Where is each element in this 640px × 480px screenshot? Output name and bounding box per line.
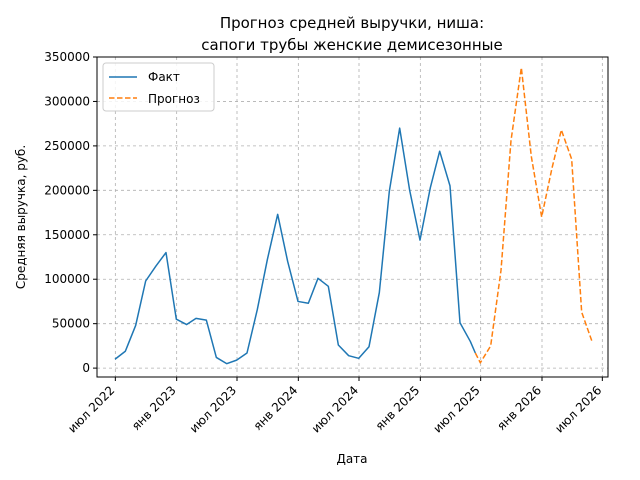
series-line-fact <box>114 127 477 365</box>
y-tick-label: 50000 <box>52 317 90 331</box>
chart-title-line-1: Прогноз средней выручки, ниша: <box>220 14 484 32</box>
y-tick-label: 350000 <box>44 50 90 64</box>
x-axis-label: Дата <box>336 452 367 466</box>
legend: Факт Прогноз <box>102 62 215 112</box>
series-line-forecast <box>474 66 593 364</box>
series-layer <box>114 66 593 365</box>
y-tick-label: 100000 <box>44 272 90 286</box>
y-tick-label: 200000 <box>44 183 90 197</box>
y-tick-label: 150000 <box>44 228 90 242</box>
plot-frame <box>96 56 609 378</box>
legend-label-forecast: Прогноз <box>148 92 200 106</box>
y-axis-label: Средняя выручка, руб. <box>14 145 28 289</box>
y-tick-label: 250000 <box>44 139 90 153</box>
legend-label-fact: Факт <box>148 70 180 84</box>
y-axis-ticks: 0 50000 100000 150000 200000 250000 300000 3500… <box>44 50 97 375</box>
legend-box <box>102 62 215 112</box>
chart-title-line-2: сапоги трубы женские демисезонные <box>201 36 502 54</box>
y-tick-label: 0 <box>82 361 90 375</box>
y-tick-label: 300000 <box>44 94 90 108</box>
